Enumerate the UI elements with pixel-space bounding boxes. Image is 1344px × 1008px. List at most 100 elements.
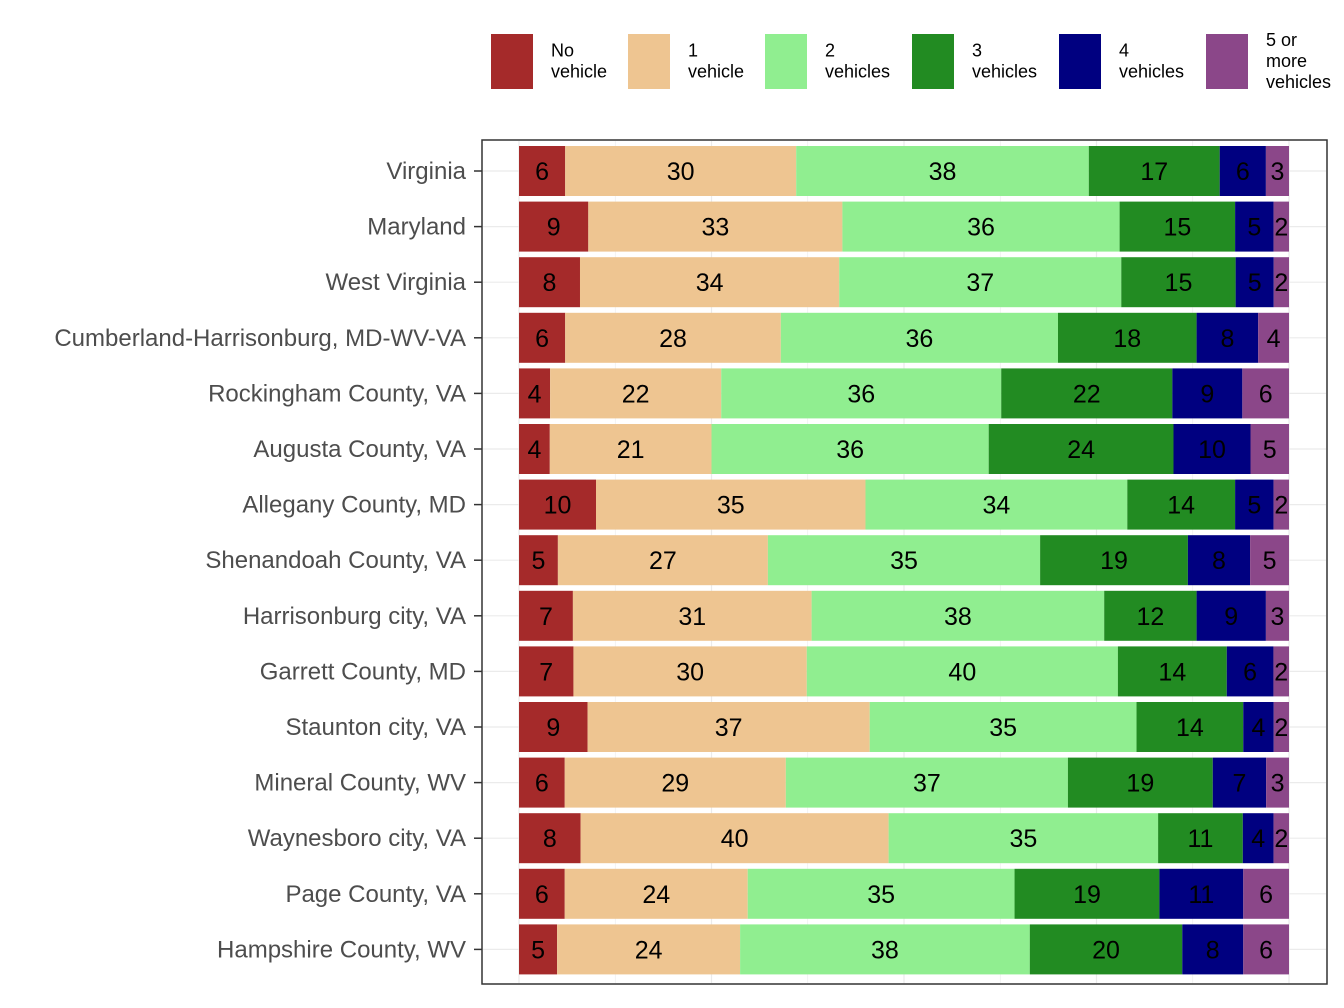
data-label: 12 (1136, 603, 1164, 631)
data-label: 35 (989, 714, 1017, 742)
legend-label: 3 vehicles (972, 41, 1037, 82)
y-tick-label: Staunton city, VA (285, 714, 466, 741)
data-label: 4 (1267, 325, 1281, 353)
bar-segment (1182, 924, 1244, 975)
data-label: 30 (667, 158, 695, 186)
data-label: 35 (867, 881, 895, 909)
bar-segment (1243, 924, 1289, 975)
data-label: 36 (905, 325, 933, 353)
bar-segment (1243, 868, 1289, 919)
data-label: 38 (929, 158, 957, 186)
data-label: 2 (1274, 492, 1288, 520)
bar-segment (1273, 646, 1289, 697)
data-label: 36 (836, 436, 864, 464)
bar-row: 5 24 38 20 8 6 (519, 924, 1289, 975)
y-tick-label: West Virginia (325, 269, 466, 296)
bar-segment (587, 702, 870, 752)
bar-segment (1258, 312, 1289, 363)
bar-segment (550, 368, 722, 419)
data-label: 17 (1140, 158, 1168, 186)
bar-segment (1158, 813, 1243, 864)
data-label: 7 (539, 658, 553, 686)
bar-segment (579, 257, 840, 308)
data-label: 6 (1236, 158, 1250, 186)
bar-row: 8 40 35 11 4 2 (519, 813, 1289, 864)
bar-segment (888, 813, 1159, 864)
data-label: 20 (1092, 936, 1120, 964)
bar-segment (1243, 702, 1274, 752)
data-label: 2 (1274, 269, 1288, 297)
data-label: 4 (1251, 825, 1265, 853)
bar-segment (1136, 702, 1244, 752)
bar-segment (1127, 479, 1236, 530)
bar-row: 6 24 35 19 11 6 (519, 868, 1289, 919)
y-tick-label: Mineral County, WV (254, 770, 466, 797)
y-tick-label: Page County, VA (285, 881, 466, 908)
bar-segment (780, 312, 1058, 363)
bar-segment (796, 146, 1089, 196)
data-label: 6 (535, 325, 549, 353)
legend-label: 2 vehicles (825, 41, 890, 82)
bar-segment (1121, 257, 1236, 308)
data-label: 27 (649, 547, 677, 575)
data-label: 24 (1067, 436, 1095, 464)
bar-segment (1212, 757, 1267, 808)
bar-segment (519, 757, 565, 808)
data-label: 19 (1073, 881, 1101, 909)
data-label: 2 (1274, 714, 1288, 742)
legend: No vehicle 1 vehicle 2 vehicles 3 vehicles 4 vehi… (491, 30, 1331, 92)
bar-segment (1172, 368, 1243, 419)
legend-item: 2 vehicles (765, 34, 890, 89)
data-label: 29 (661, 770, 689, 798)
data-label: 6 (1259, 936, 1273, 964)
bar-segment (1235, 257, 1274, 308)
bar-segment (1242, 813, 1274, 864)
y-tick-label: Harrisonburg city, VA (243, 603, 466, 630)
data-label: 24 (642, 881, 670, 909)
bar-segment (806, 646, 1118, 697)
bar-segment (869, 702, 1137, 752)
bar-segment (557, 535, 768, 586)
bar-segment (1250, 424, 1289, 474)
data-label: 33 (701, 214, 729, 242)
bar-segment (1273, 257, 1289, 308)
legend-item: 1 vehicle (628, 34, 744, 89)
data-label: 36 (967, 214, 995, 242)
bar-segment (1250, 535, 1289, 586)
bar-segment (1273, 479, 1289, 530)
bar-row: 8 34 37 15 5 2 (519, 257, 1289, 308)
bar-row: 4 22 36 22 9 6 (519, 368, 1289, 419)
data-label: 3 (1270, 603, 1284, 631)
bar-segment (1029, 924, 1183, 975)
bar-segment (519, 424, 550, 474)
bar-segment (1173, 424, 1251, 474)
bar-segment (565, 312, 781, 363)
bar-segment (519, 312, 566, 363)
data-label: 10 (544, 492, 572, 520)
data-label: 6 (535, 158, 549, 186)
bar-segment (580, 813, 889, 864)
data-label: 9 (1200, 380, 1214, 408)
data-label: 35 (1009, 825, 1037, 853)
bar-segment (747, 868, 1015, 919)
bar-segment (1219, 146, 1266, 196)
data-label: 14 (1176, 714, 1204, 742)
data-label: 5 (1263, 436, 1277, 464)
data-label: 38 (944, 603, 972, 631)
data-label: 6 (1259, 380, 1273, 408)
data-label: 34 (982, 492, 1010, 520)
bar-segment (1273, 702, 1289, 752)
data-label: 8 (543, 269, 557, 297)
data-label: 36 (847, 380, 875, 408)
bar-segment (519, 146, 566, 196)
data-label: 7 (539, 603, 553, 631)
data-label: 2 (1274, 658, 1288, 686)
data-label: 6 (535, 770, 549, 798)
data-label: 34 (696, 269, 724, 297)
data-label: 35 (890, 547, 918, 575)
bar-segment (785, 757, 1068, 808)
legend-key (912, 34, 954, 89)
bar-segment (519, 479, 596, 530)
bar-segment (1273, 813, 1289, 864)
